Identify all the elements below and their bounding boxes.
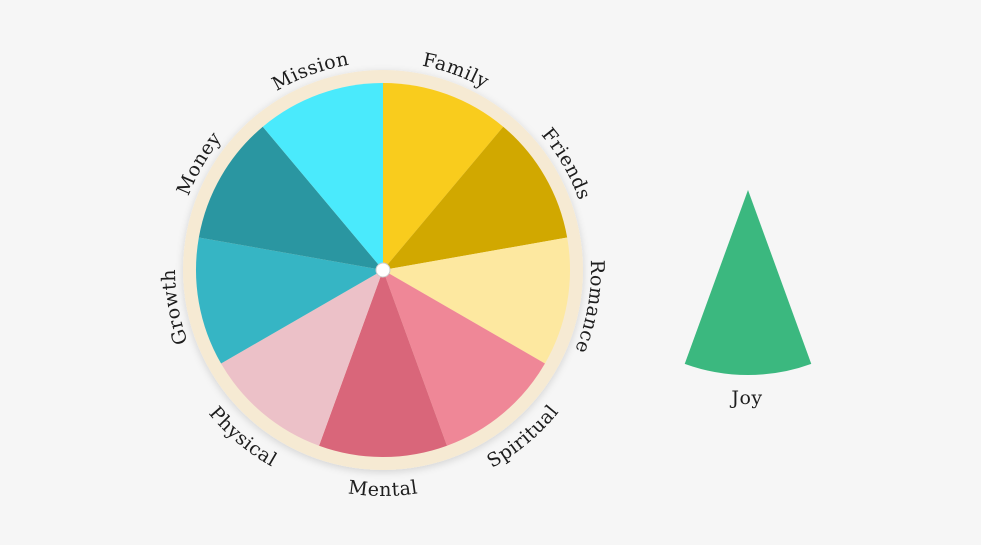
wheel-segment[interactable]	[262, 83, 383, 270]
detached-segment[interactable]	[684, 190, 812, 376]
segment-label: Mental	[347, 476, 419, 501]
wheel-segment[interactable]	[383, 126, 568, 270]
wheel-segment[interactable]	[383, 270, 545, 446]
wheel-segment[interactable]	[198, 126, 383, 270]
detached-label: Joy	[729, 387, 762, 409]
wheel-segment[interactable]	[221, 270, 383, 446]
segment-label-path: Mental	[347, 476, 419, 501]
wheel-segment[interactable]	[196, 237, 383, 364]
wheel-segment[interactable]	[319, 270, 447, 457]
wheel-segment[interactable]	[383, 237, 570, 364]
wheel-segment[interactable]	[383, 83, 504, 270]
wheel-hub	[375, 262, 391, 278]
